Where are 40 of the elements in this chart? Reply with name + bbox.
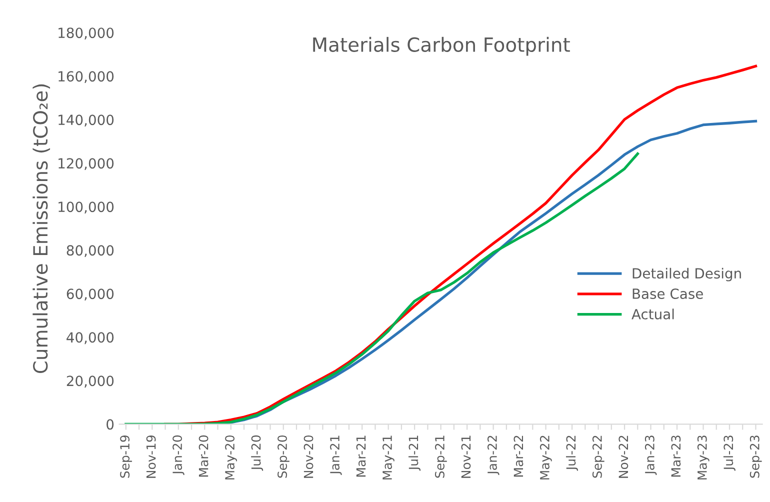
x-tick-label: Jul-20 xyxy=(251,435,264,471)
x-tick-label: Nov-20 xyxy=(304,435,314,478)
y-tick-label: 0 xyxy=(106,419,114,430)
x-tick-label: Jan-20 xyxy=(172,435,184,475)
y-tick-label: 180,000 xyxy=(58,28,114,40)
x-tick-label: Sep-22 xyxy=(592,436,604,478)
x-tick-label: Jan-21 xyxy=(330,436,342,475)
x-tick-label: Sep-20 xyxy=(278,435,290,478)
legend-label: Detailed Design xyxy=(632,268,741,282)
y-tick-label: 120,000 xyxy=(58,158,114,170)
x-tick-label: May-22 xyxy=(540,436,552,480)
x-tick-label: Mar-20 xyxy=(198,435,208,477)
x-tick-label: Nov-19 xyxy=(146,435,156,478)
x-tick-label: Sep-21 xyxy=(434,436,447,478)
x-tick-label: Jan-23 xyxy=(644,436,657,475)
x-tick-label: May-20 xyxy=(225,435,237,480)
chart-title: Materials Carbon Footprint xyxy=(313,36,570,56)
x-tick-label: Sep-23 xyxy=(750,436,762,478)
x-tick-label: Jul-22 xyxy=(566,436,578,471)
x-tick-label: Jan-22 xyxy=(487,436,500,475)
x-tick-label: Nov-21 xyxy=(461,436,471,478)
x-tick-label: Nov-22 xyxy=(618,436,628,478)
x-tick-label: Sep-19 xyxy=(120,435,132,478)
x-tick-label: Mar-22 xyxy=(514,436,524,477)
x-tick-label: May-23 xyxy=(697,436,710,480)
y-tick-label: 100,000 xyxy=(58,202,114,214)
y-tick-label: 160,000 xyxy=(58,71,114,84)
y-tick-label: 20,000 xyxy=(66,376,114,388)
x-tick-label: Jul-23 xyxy=(723,436,736,471)
x-tick-label: May-21 xyxy=(382,436,394,480)
y-tick-label: 80,000 xyxy=(66,245,114,258)
x-tick-label: Mar-21 xyxy=(356,436,366,477)
x-tick-label: Jul-21 xyxy=(408,436,421,471)
legend-label: Base Case xyxy=(632,288,703,300)
y-tick-label: 40,000 xyxy=(66,332,114,344)
y-tick-label: 140,000 xyxy=(58,114,114,127)
y-tick-label: 60,000 xyxy=(66,288,114,301)
legend-label: Actual xyxy=(632,308,674,320)
x-tick-label: Mar-23 xyxy=(671,436,681,477)
y-axis-title: Cumulative Emissions (tCO₂e) xyxy=(32,84,50,374)
